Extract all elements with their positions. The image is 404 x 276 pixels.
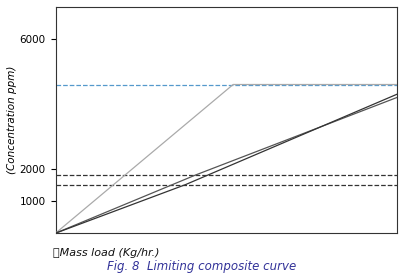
- Text: （Mass load (Kg/hr.): （Mass load (Kg/hr.): [53, 248, 159, 258]
- Y-axis label: (Concentration ppm): (Concentration ppm): [7, 66, 17, 174]
- Text: Fig. 8  Limiting composite curve: Fig. 8 Limiting composite curve: [107, 260, 297, 273]
